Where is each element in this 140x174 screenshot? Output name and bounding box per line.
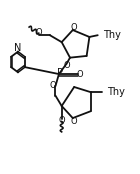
Text: O: O: [77, 70, 83, 78]
Text: O: O: [71, 23, 77, 32]
Text: P: P: [57, 68, 63, 78]
Text: O: O: [58, 116, 65, 125]
Text: O: O: [70, 117, 77, 126]
Text: N: N: [14, 43, 21, 53]
Text: O: O: [50, 81, 56, 90]
Text: Thy: Thy: [103, 30, 120, 40]
Text: O: O: [64, 61, 70, 70]
Text: Thy: Thy: [107, 87, 125, 97]
Text: O: O: [35, 28, 42, 37]
